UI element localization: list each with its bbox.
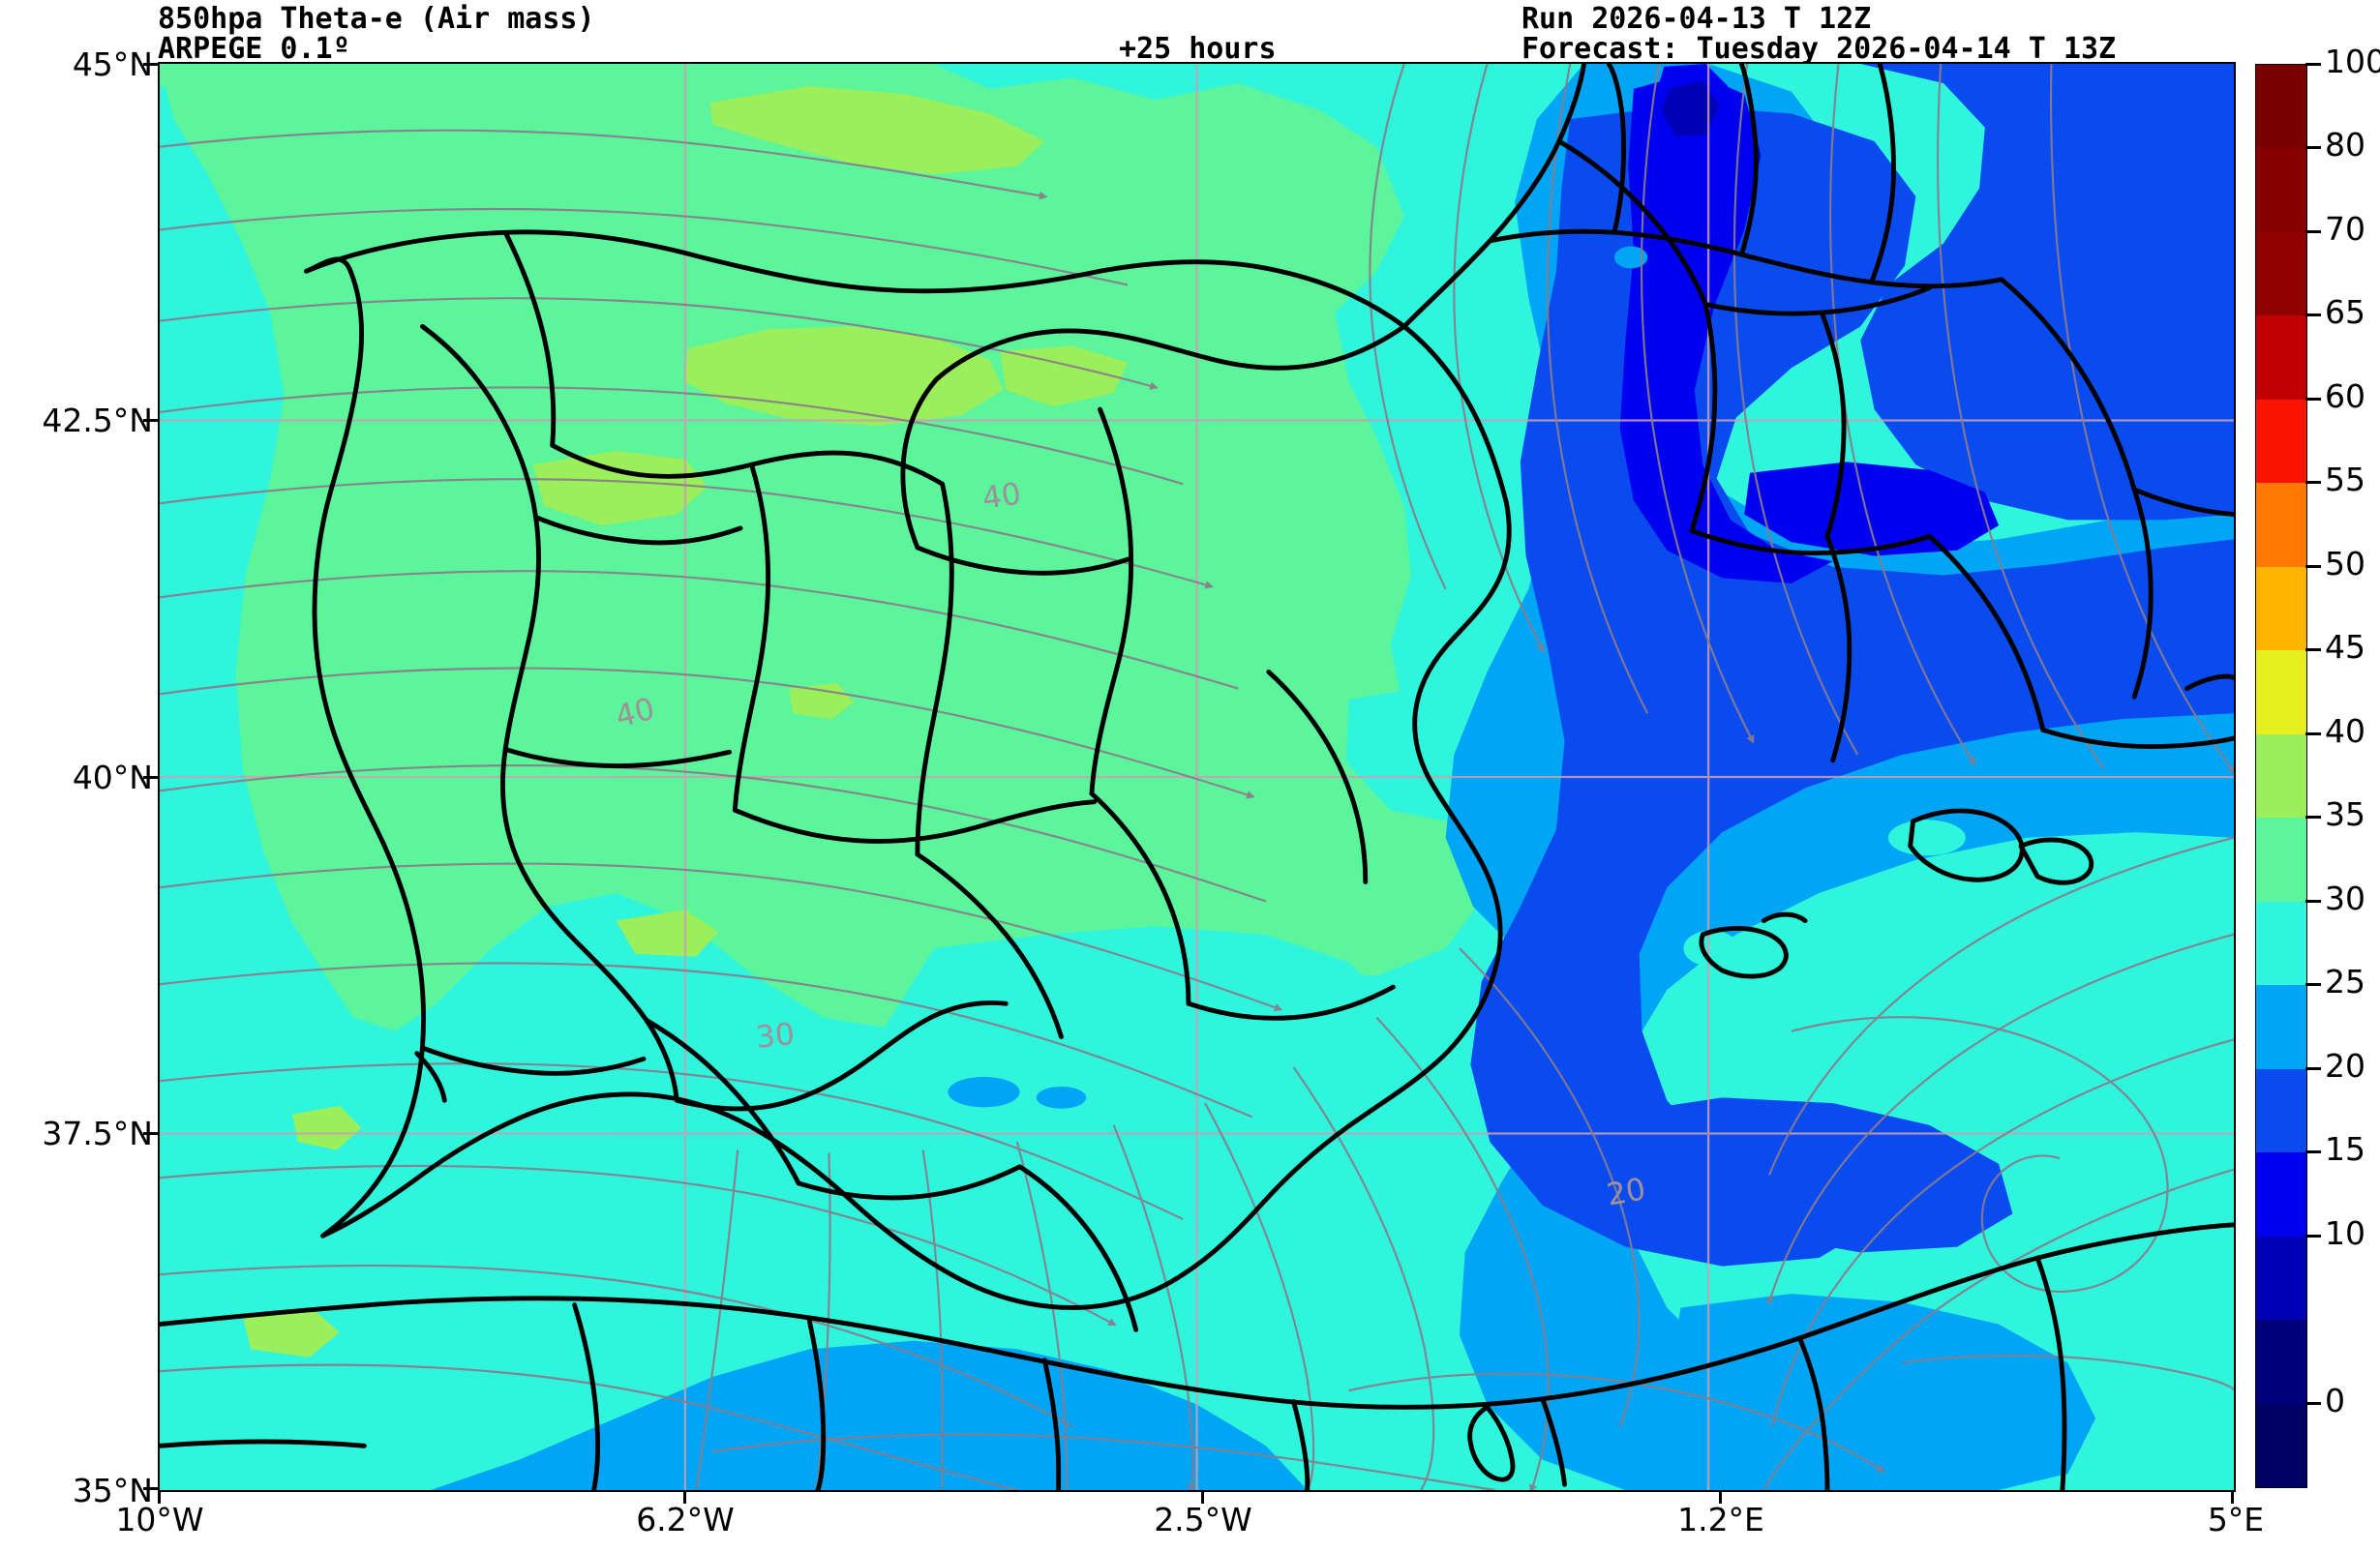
y-tick-mark <box>143 1132 159 1135</box>
colorbar-segment <box>2256 315 2306 400</box>
colorbar-tick-label: 0 <box>2325 1381 2345 1419</box>
page-title: 850hpa Theta-e (Air mass) <box>158 2 595 36</box>
lead-time-label: +25 hours <box>1119 32 1277 66</box>
colorbar-tick-mark <box>2305 481 2321 485</box>
colorbar-tick-label: 60 <box>2325 376 2365 415</box>
colorbar-tick-mark <box>2305 63 2321 66</box>
map-plot-area[interactable]: 20 40 40 30 <box>158 62 2236 1492</box>
colorbar-tick-label: 50 <box>2325 544 2365 582</box>
colorbar-tick-mark <box>2305 731 2321 735</box>
colorbar-segment <box>2256 65 2306 149</box>
colorbar-tick-label: 35 <box>2325 795 2365 834</box>
colorbar-tick-label: 70 <box>2325 209 2365 248</box>
x-tick-mark <box>1719 1490 1722 1504</box>
svg-text:30: 30 <box>754 1017 797 1056</box>
y-tick-label: 42.5°N <box>42 402 153 439</box>
coastlines-and-borders <box>160 64 2234 1490</box>
y-tick-label: 40°N <box>72 759 153 796</box>
x-tick-label: 2.5°W <box>1154 1501 1252 1538</box>
colorbar-tick-label: 30 <box>2325 879 2365 917</box>
colorbar-tick-label: 40 <box>2325 711 2365 750</box>
colorbar-tick-label: 80 <box>2325 126 2365 164</box>
colorbar-tick-label: 45 <box>2325 628 2365 667</box>
colorbar-segment <box>2256 483 2306 567</box>
streamlines <box>160 64 2234 1490</box>
colorbar-segment <box>2256 650 2306 734</box>
colorbar-tick-mark <box>2305 983 2321 987</box>
colorbar-segment <box>2256 566 2306 651</box>
x-tick-mark <box>1201 1490 1204 1504</box>
y-tick-label: 45°N <box>72 45 153 83</box>
y-tick-label: 35°N <box>72 1472 153 1509</box>
svg-text:20: 20 <box>1604 1172 1648 1212</box>
colorbar-segment <box>2256 399 2306 484</box>
colorbar-tick-label: 25 <box>2325 963 2365 1001</box>
x-tick-mark <box>2231 1490 2234 1504</box>
colorbar-segment <box>2256 1236 2306 1321</box>
colorbar-tick-mark <box>2305 564 2321 568</box>
x-tick-label: 6.2°W <box>636 1501 735 1538</box>
colorbar-tick-mark <box>2305 1066 2321 1070</box>
colorbar-tick-mark <box>2305 1401 2321 1405</box>
colorbar-segment <box>2256 818 2306 902</box>
y-tick-mark <box>143 419 159 422</box>
colorbar-segment <box>2256 1068 2306 1153</box>
colorbar-tick-label: 15 <box>2325 1130 2365 1169</box>
y-tick-mark <box>143 63 159 66</box>
model-subtitle: ARPEGE 0.1º <box>158 32 350 66</box>
colorbar-segment <box>2256 148 2306 232</box>
svg-text:40: 40 <box>980 477 1024 517</box>
colorbar-tick-mark <box>2305 648 2321 652</box>
colorbar-tick-label: 65 <box>2325 293 2365 332</box>
colorbar-segment <box>2256 901 2306 986</box>
y-tick-mark <box>143 1487 159 1490</box>
colorbar-segment <box>2256 231 2306 316</box>
x-tick-label: 1.2°E <box>1677 1501 1764 1538</box>
forecast-timestamp: Forecast: Tuesday 2026-04-14 T 13Z <box>1521 32 2117 66</box>
x-tick-mark <box>683 1490 686 1504</box>
colorbar-segment <box>2256 733 2306 819</box>
colorbar-tick-mark <box>2305 1234 2321 1238</box>
colorbar-tick-label: 20 <box>2325 1046 2365 1085</box>
colorbar-tick-label: 100 <box>2325 43 2380 80</box>
run-timestamp: Run 2026-04-13 T 12Z <box>1521 2 1872 36</box>
colorbar-tick-mark <box>2305 899 2321 903</box>
colorbar[interactable] <box>2255 64 2307 1488</box>
colorbar-tick-mark <box>2305 1150 2321 1154</box>
x-tick-label: 10°W <box>115 1501 204 1538</box>
colorbar-segment <box>2256 1403 2306 1487</box>
colorbar-tick-label: 55 <box>2325 461 2365 499</box>
x-tick-mark <box>158 1490 161 1504</box>
field-band-35-40 <box>160 64 1508 1031</box>
map-header: 850hpa Theta-e (Air mass) ARPEGE 0.1º +2… <box>0 0 2380 66</box>
colorbar-tick-mark <box>2305 397 2321 401</box>
colorbar-tick-label: 10 <box>2325 1213 2365 1252</box>
colorbar-tick-mark <box>2305 146 2321 150</box>
map-canvas: 20 40 40 30 <box>160 64 2234 1490</box>
y-tick-label: 37.5°N <box>42 1115 153 1152</box>
x-tick-label: 5°E <box>2207 1501 2265 1538</box>
colorbar-segment <box>2256 1320 2306 1404</box>
colorbar-tick-mark <box>2305 229 2321 233</box>
y-tick-mark <box>143 776 159 779</box>
colorbar-segment <box>2256 1152 2306 1237</box>
field-small-features <box>606 246 2027 1109</box>
field-band-5-10 <box>1661 80 1720 136</box>
colorbar-segment <box>2256 985 2306 1069</box>
colorbar-tick-mark <box>2305 313 2321 317</box>
colorbar-tick-mark <box>2305 816 2321 820</box>
